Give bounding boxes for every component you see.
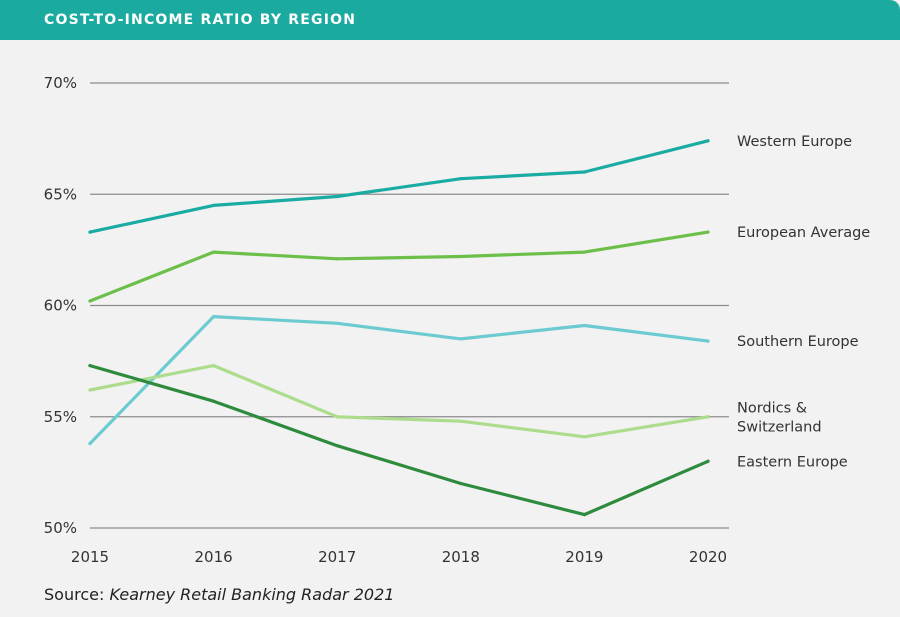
series-line-eastern-europe [88,364,710,517]
x-tick-label-2015: 2015 [71,548,109,566]
data-point-european-average-2018 [459,254,463,259]
data-point-eastern-europe-2015 [88,363,92,368]
y-tick-label-65: 65% [44,185,77,203]
source-text: Kearney Retail Banking Radar 2021 [109,585,395,604]
data-point-nordics-switzerland-2019 [582,435,587,439]
data-point-eastern-europe-2018 [459,481,463,486]
data-point-western-europe-2020 [706,139,710,143]
grid-lines [90,82,729,529]
source-note: Source: Kearney Retail Banking Radar 202… [44,585,394,604]
data-point-eastern-europe-2017 [335,444,339,448]
data-point-european-average-2015 [88,299,92,303]
data-point-nordics-switzerland-2015 [88,388,92,392]
header-bar: COST-TO-INCOME RATIO BY REGION [0,0,900,40]
data-point-western-europe-2016 [212,203,216,207]
series-label-eastern-europe: Eastern Europe [737,454,848,470]
data-point-european-average-2019 [582,250,587,254]
y-tick-label-55: 55% [44,408,77,426]
y-tick-label-70: 70% [44,74,77,92]
series-line-european-average [88,230,710,303]
x-tick-label-2020: 2020 [689,548,727,566]
chart-title: COST-TO-INCOME RATIO BY REGION [44,12,357,28]
data-point-european-average-2017 [335,257,339,261]
data-point-nordics-switzerland-2017 [335,415,339,419]
x-tick-label-2016: 2016 [195,548,233,566]
x-tick-label-2019: 2019 [565,548,603,566]
data-point-eastern-europe-2019 [582,513,587,517]
data-point-eastern-europe-2016 [212,399,216,403]
data-point-southern-europe-2017 [335,321,339,325]
data-point-nordics-switzerland-2016 [212,363,216,368]
x-tick-label-2018: 2018 [442,548,480,566]
x-tick-label-2017: 2017 [318,548,356,566]
data-point-nordics-switzerland-2018 [459,419,463,423]
series-line-nordics-switzerland [88,364,710,439]
data-point-western-europe-2017 [335,194,339,199]
data-point-southern-europe-2016 [212,315,216,319]
series-line-southern-europe [88,315,710,446]
data-point-southern-europe-2018 [459,337,463,341]
data-point-southern-europe-2019 [582,323,587,328]
data-point-eastern-europe-2020 [706,459,710,463]
series-label-european-average: European Average [737,225,870,241]
series-lines [88,139,710,517]
data-point-western-europe-2018 [459,177,463,181]
x-axis-ticks: 2015 2016 2017 2018 2019 2020 [71,548,727,566]
series-label-western-europe: Western Europe [737,134,852,150]
series-label-nordics-switzerland: Nordics & Switzerland [737,400,822,435]
series-label-southern-europe: Southern Europe [737,334,859,350]
data-point-european-average-2016 [212,250,216,254]
data-point-nordics-switzerland-2020 [706,415,710,419]
data-point-western-europe-2015 [88,230,92,234]
y-tick-label-60: 60% [44,297,77,315]
data-point-western-europe-2019 [582,170,587,174]
series-line-western-europe [88,139,710,234]
y-tick-label-50: 50% [44,519,77,537]
y-axis-ticks: 50% 55% 60% 65% 70% [44,74,77,537]
data-point-european-average-2020 [706,230,710,234]
series-labels: Western Europe European Average Southern E… [737,134,870,470]
source-prefix: Source: [44,585,110,604]
data-point-southern-europe-2015 [88,441,92,446]
data-point-southern-europe-2020 [706,339,710,343]
